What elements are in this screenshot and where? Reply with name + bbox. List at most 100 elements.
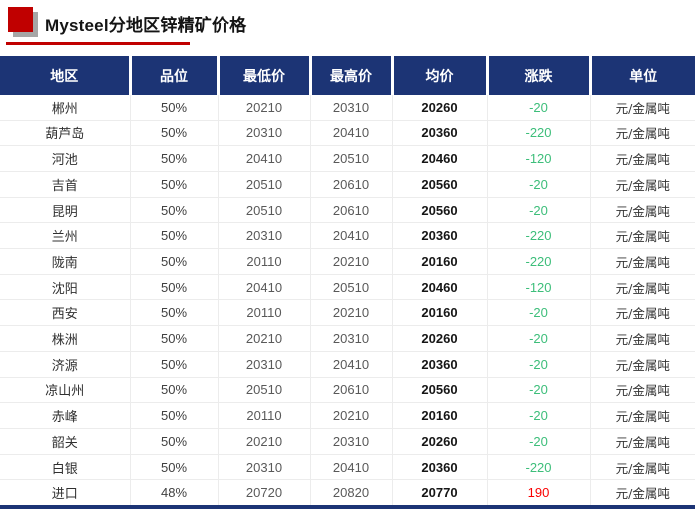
cell-avg-price: 20360 [392, 120, 488, 147]
cell-grade: 50% [130, 299, 219, 327]
cell-region: 赤峰 [0, 402, 131, 429]
cell-change: -20 [487, 95, 591, 121]
table-row: 吉首 50% 20510 20610 20560 -20 元/金属吨 [0, 171, 695, 198]
cell-min-price: 20110 [218, 402, 311, 429]
cell-grade: 48% [130, 479, 219, 505]
cell-change: -220 [487, 120, 591, 147]
cell-unit: 元/金属吨 [590, 197, 695, 224]
col-header-min-price: 最低价 [218, 56, 312, 95]
cell-min-price: 20410 [218, 145, 311, 172]
cell-avg-price: 20360 [392, 222, 488, 250]
table-row: 西安 50% 20110 20210 20160 -20 元/金属吨 [0, 299, 695, 327]
cell-change: -220 [487, 222, 591, 250]
cell-change: -220 [487, 248, 591, 275]
cell-min-price: 20310 [218, 222, 311, 250]
cell-change: -20 [487, 299, 591, 327]
table-row: 济源 50% 20310 20410 20360 -20 元/金属吨 [0, 351, 695, 378]
cell-avg-price: 20770 [392, 479, 488, 505]
cell-min-price: 20310 [218, 454, 311, 481]
cell-avg-price: 20160 [392, 248, 488, 275]
table-row: 兰州 50% 20310 20410 20360 -220 元/金属吨 [0, 222, 695, 250]
table-row: 进口 48% 20720 20820 20770 190 元/金属吨 [0, 479, 695, 505]
cell-max-price: 20310 [310, 428, 393, 455]
cell-change: -20 [487, 377, 591, 404]
table-bottom-border [0, 505, 695, 509]
col-header-grade: 品位 [130, 56, 220, 95]
cell-unit: 元/金属吨 [590, 428, 695, 455]
cell-unit: 元/金属吨 [590, 120, 695, 147]
table-row: 凉山州 50% 20510 20610 20560 -20 元/金属吨 [0, 377, 695, 404]
cell-avg-price: 20560 [392, 197, 488, 224]
title-marker-icon [8, 7, 46, 39]
cell-max-price: 20510 [310, 145, 393, 172]
table-row: 郴州 50% 20210 20310 20260 -20 元/金属吨 [0, 95, 695, 121]
cell-min-price: 20110 [218, 248, 311, 275]
cell-min-price: 20310 [218, 120, 311, 147]
cell-unit: 元/金属吨 [590, 299, 695, 327]
cell-unit: 元/金属吨 [590, 145, 695, 172]
cell-avg-price: 20260 [392, 325, 488, 352]
cell-max-price: 20410 [310, 454, 393, 481]
cell-min-price: 20510 [218, 171, 311, 198]
table-row: 葫芦岛 50% 20310 20410 20360 -220 元/金属吨 [0, 120, 695, 147]
cell-avg-price: 20160 [392, 299, 488, 327]
marker-red-square [8, 7, 33, 32]
cell-grade: 50% [130, 197, 219, 224]
table-header-row: 地区 品位 最低价 最高价 均价 涨跌 单位 [0, 56, 695, 95]
cell-max-price: 20510 [310, 274, 393, 301]
cell-grade: 50% [130, 377, 219, 404]
price-table: 地区 品位 最低价 最高价 均价 涨跌 单位 郴州 50% 20210 2031… [0, 56, 695, 505]
cell-grade: 50% [130, 351, 219, 378]
cell-grade: 50% [130, 274, 219, 301]
cell-avg-price: 20160 [392, 402, 488, 429]
cell-unit: 元/金属吨 [590, 454, 695, 481]
cell-max-price: 20310 [310, 95, 393, 121]
table-row: 赤峰 50% 20110 20210 20160 -20 元/金属吨 [0, 402, 695, 429]
cell-unit: 元/金属吨 [590, 325, 695, 352]
cell-region: 进口 [0, 479, 131, 505]
table-row: 陇南 50% 20110 20210 20160 -220 元/金属吨 [0, 248, 695, 275]
cell-min-price: 20110 [218, 299, 311, 327]
cell-unit: 元/金属吨 [590, 402, 695, 429]
col-header-change: 涨跌 [487, 56, 592, 95]
table-row: 河池 50% 20410 20510 20460 -120 元/金属吨 [0, 145, 695, 172]
cell-unit: 元/金属吨 [590, 248, 695, 275]
cell-avg-price: 20260 [392, 95, 488, 121]
cell-region: 西安 [0, 299, 131, 327]
cell-region: 郴州 [0, 95, 131, 121]
cell-min-price: 20210 [218, 95, 311, 121]
cell-unit: 元/金属吨 [590, 377, 695, 404]
cell-region: 白银 [0, 454, 131, 481]
cell-region: 济源 [0, 351, 131, 378]
table-row: 昆明 50% 20510 20610 20560 -20 元/金属吨 [0, 197, 695, 224]
col-header-region: 地区 [0, 56, 132, 95]
cell-max-price: 20310 [310, 325, 393, 352]
cell-grade: 50% [130, 325, 219, 352]
cell-region: 昆明 [0, 197, 131, 224]
cell-region: 兰州 [0, 222, 131, 250]
cell-unit: 元/金属吨 [590, 274, 695, 301]
cell-grade: 50% [130, 222, 219, 250]
cell-min-price: 20210 [218, 428, 311, 455]
page-title: Mysteel分地区锌精矿价格 [45, 16, 247, 35]
cell-avg-price: 20460 [392, 274, 488, 301]
cell-grade: 50% [130, 120, 219, 147]
cell-change: -20 [487, 351, 591, 378]
title-underline [6, 42, 190, 45]
cell-region: 凉山州 [0, 377, 131, 404]
cell-region: 吉首 [0, 171, 131, 198]
cell-change: -20 [487, 171, 591, 198]
cell-unit: 元/金属吨 [590, 222, 695, 250]
cell-max-price: 20210 [310, 248, 393, 275]
table-row: 韶关 50% 20210 20310 20260 -20 元/金属吨 [0, 428, 695, 455]
col-header-avg-price: 均价 [392, 56, 489, 95]
cell-min-price: 20410 [218, 274, 311, 301]
col-header-max-price: 最高价 [310, 56, 394, 95]
cell-region: 河池 [0, 145, 131, 172]
col-header-unit: 单位 [590, 56, 695, 95]
cell-grade: 50% [130, 95, 219, 121]
cell-max-price: 20210 [310, 299, 393, 327]
cell-min-price: 20510 [218, 197, 311, 224]
cell-max-price: 20210 [310, 402, 393, 429]
